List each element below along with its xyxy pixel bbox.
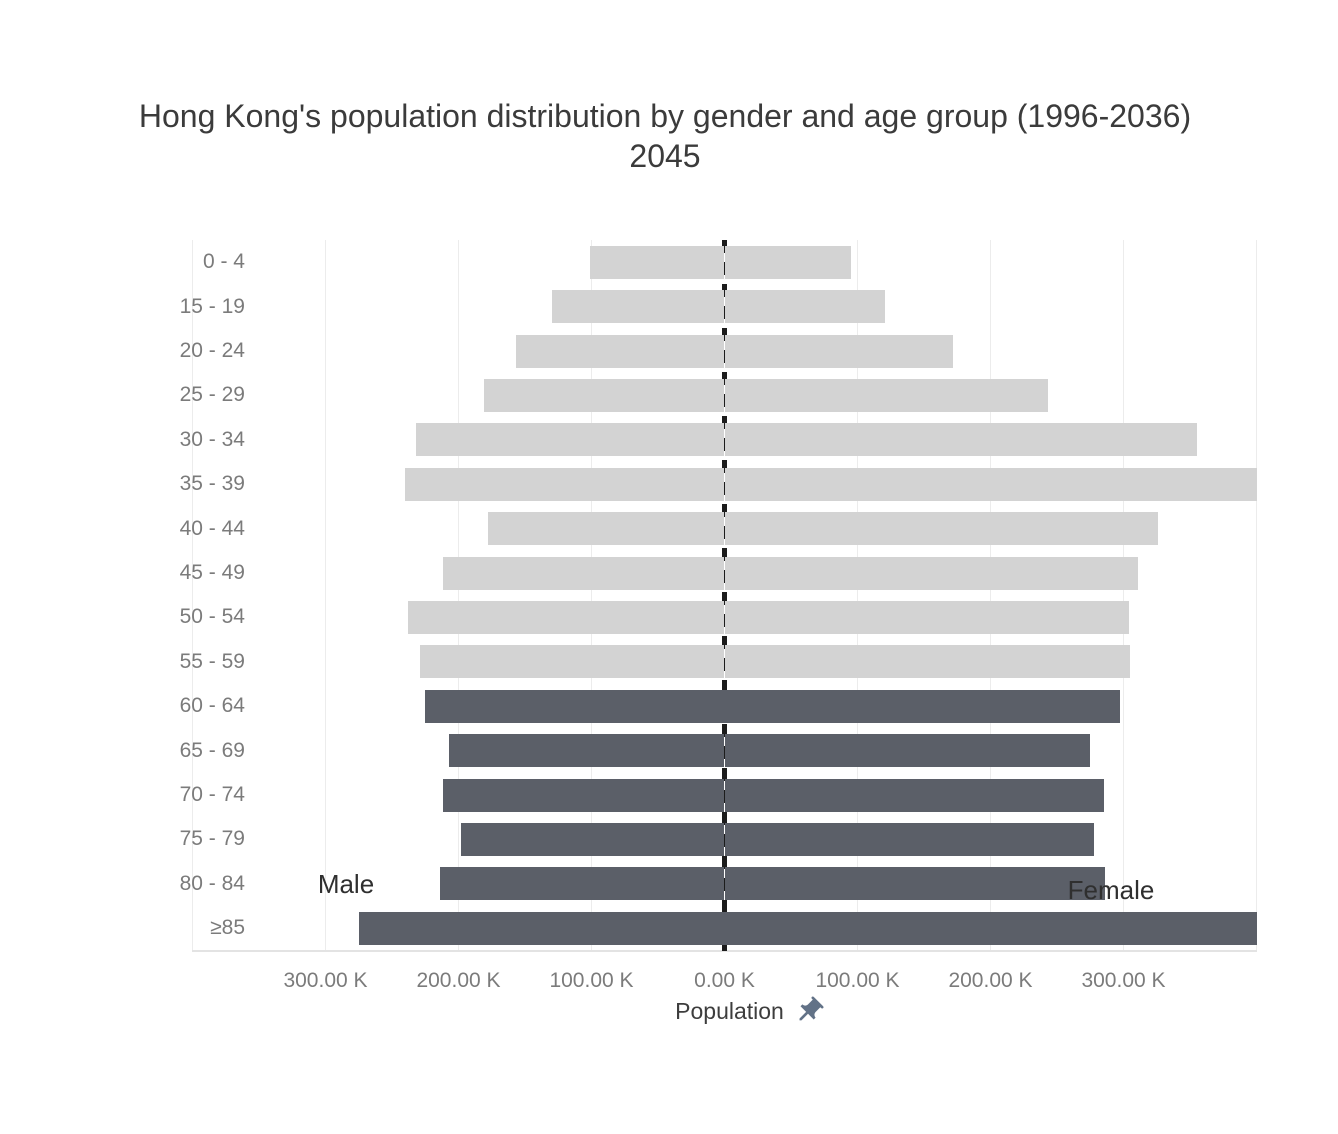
bar-male-75-79[interactable] (461, 822, 725, 856)
bar-female-35-39[interactable] (724, 467, 1257, 501)
gridline (990, 240, 991, 951)
female-label: Female (1067, 875, 1155, 905)
bar-female-70-74[interactable] (724, 778, 1104, 812)
bar-male-50-54[interactable] (407, 600, 725, 634)
bar-female-0-4[interactable] (724, 245, 851, 279)
x-axis-title: Population (595, 995, 905, 1027)
y-tick-label: 80 - 84 (179, 871, 245, 895)
bar-female-40-44[interactable] (724, 512, 1159, 546)
x-axis-title-text: Population (675, 997, 784, 1024)
bar-male-65-69[interactable] (449, 734, 725, 768)
bar-female-75-79[interactable] (724, 822, 1095, 856)
bar-female-15-19[interactable] (724, 290, 886, 324)
bar-male-70-74[interactable] (442, 778, 725, 812)
chart-title-block: Hong Kong's population distribution by g… (0, 96, 1330, 176)
bar-female-20-24[interactable] (724, 334, 954, 368)
y-tick-label: 25 - 29 (179, 383, 245, 407)
x-tick-label: 200.00 K (416, 969, 501, 992)
x-tick-label: 0.00 K (694, 969, 755, 992)
male-label: Male (317, 869, 375, 899)
y-tick-label: 45 - 49 (179, 561, 245, 585)
x-tick-label: 200.00 K (948, 969, 1033, 992)
gridline (1256, 240, 1257, 951)
bar-male-35-39[interactable] (405, 467, 725, 501)
y-tick-label: 0 - 4 (202, 250, 245, 274)
bar-male-30-34[interactable] (415, 423, 725, 457)
bar-female-30-34[interactable] (724, 423, 1197, 457)
gridline (857, 240, 858, 951)
y-tick-label: 30 - 34 (179, 427, 245, 451)
y-tick-label: 35 - 39 (179, 472, 245, 496)
gridline (458, 240, 459, 951)
bar-male-20-24[interactable] (515, 334, 725, 368)
y-tick-label: 50 - 54 (179, 605, 245, 629)
bar-male-15-19[interactable] (551, 290, 725, 324)
bar-male-0-4[interactable] (590, 245, 725, 279)
bar-male-55-59[interactable] (419, 645, 725, 679)
bar-male-25-29[interactable] (483, 378, 725, 412)
y-tick-label: 15 - 19 (179, 294, 245, 318)
y-tick-label: 55 - 59 (179, 649, 245, 673)
y-tick-label: 70 - 74 (179, 783, 245, 807)
pushpin-icon (799, 996, 824, 1021)
bar-male-45-49[interactable] (442, 556, 725, 590)
bar-male-ge85[interactable] (358, 911, 725, 945)
bar-female-50-54[interactable] (724, 600, 1129, 634)
gridline (325, 240, 326, 951)
zero-dashed-line (722, 240, 727, 951)
x-tick-label: 100.00 K (549, 969, 634, 992)
y-tick-label: 60 - 64 (179, 694, 245, 718)
y-tick-label: 40 - 44 (179, 516, 245, 540)
chart-subtitle: 2045 (629, 138, 701, 174)
bar-male-60-64[interactable] (425, 689, 725, 723)
y-tick-label: 75 - 79 (179, 827, 245, 851)
bar-female-25-29[interactable] (724, 378, 1048, 412)
x-axis-line (192, 950, 1257, 952)
bar-female-ge85[interactable] (724, 911, 1257, 945)
bar-female-45-49[interactable] (724, 556, 1139, 590)
y-tick-label: ≥85 (210, 916, 245, 940)
bar-male-80-84[interactable] (439, 867, 725, 901)
bar-female-60-64[interactable] (724, 689, 1120, 723)
bar-female-55-59[interactable] (724, 645, 1131, 679)
gridline (192, 240, 193, 951)
gridline (591, 240, 592, 951)
x-tick-label: 100.00 K (815, 969, 900, 992)
chart-title: Hong Kong's population distribution by g… (138, 98, 1192, 134)
y-tick-label: 65 - 69 (179, 738, 245, 762)
x-tick-label: 300.00 K (283, 969, 368, 992)
bar-female-80-84[interactable] (724, 867, 1105, 901)
gridline (1123, 240, 1124, 951)
x-tick-label: 300.00 K (1081, 969, 1166, 992)
bar-female-65-69[interactable] (724, 734, 1091, 768)
y-tick-label: 20 - 24 (179, 339, 245, 363)
bar-male-40-44[interactable] (487, 512, 725, 546)
